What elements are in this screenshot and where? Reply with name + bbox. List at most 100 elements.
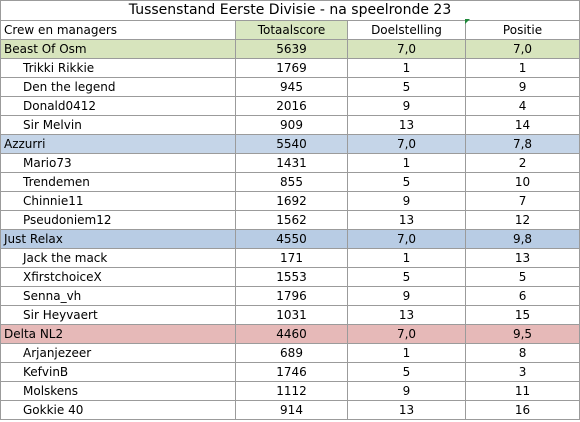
crew-position: 7,8: [464, 134, 580, 154]
crew-position: 9,8: [464, 229, 580, 249]
crew-row: Azzurri 5540 7,0 7,8: [0, 134, 580, 154]
manager-position: 8: [464, 343, 580, 363]
manager-row: Gokkie 40 914 13 16: [0, 400, 580, 420]
crew-total: 5540: [235, 134, 348, 154]
manager-name: Den the legend: [0, 77, 236, 97]
manager-position: 13: [464, 248, 580, 268]
manager-goal: 5: [347, 172, 466, 192]
crew-position: 7,0: [464, 39, 580, 59]
manager-name: Molskens: [0, 381, 236, 401]
manager-name: KefvinB: [0, 362, 236, 382]
manager-goal: 9: [347, 286, 466, 306]
manager-row: XfirstchoiceX 1553 5 5: [0, 267, 580, 287]
manager-goal: 1: [347, 248, 466, 268]
crew-goal: 7,0: [347, 134, 466, 154]
manager-total: 1562: [235, 210, 348, 230]
manager-row: Donald0412 2016 9 4: [0, 96, 580, 116]
column-header-goal: Doelstelling: [347, 20, 466, 40]
manager-goal: 13: [347, 400, 466, 420]
manager-name: Donald0412: [0, 96, 236, 116]
manager-row: Pseudoniem12 1562 13 12: [0, 210, 580, 230]
cell-comment-marker: [465, 19, 470, 24]
manager-total: 2016: [235, 96, 348, 116]
manager-goal: 1: [347, 343, 466, 363]
crew-total: 5639: [235, 39, 348, 59]
manager-goal: 1: [347, 153, 466, 173]
manager-position: 16: [464, 400, 580, 420]
manager-position: 11: [464, 381, 580, 401]
manager-row: KefvinB 1746 5 3: [0, 362, 580, 382]
manager-name: Sir Heyvaert: [0, 305, 236, 325]
crew-total: 4550: [235, 229, 348, 249]
manager-total: 1692: [235, 191, 348, 211]
crew-row: Delta NL2 4460 7,0 9,5: [0, 324, 580, 344]
manager-total: 1112: [235, 381, 348, 401]
crew-goal: 7,0: [347, 39, 466, 59]
manager-name: Sir Melvin: [0, 115, 236, 135]
header-row: Crew en managers Totaalscore Doelstellin…: [0, 20, 580, 40]
manager-total: 1746: [235, 362, 348, 382]
manager-row: Jack the mack 171 1 13: [0, 248, 580, 268]
manager-name: Trendemen: [0, 172, 236, 192]
manager-total: 1553: [235, 267, 348, 287]
crew-name: Beast Of Osm: [0, 39, 236, 59]
manager-position: 3: [464, 362, 580, 382]
manager-name: Trikki Rikkie: [0, 58, 236, 78]
manager-position: 1: [464, 58, 580, 78]
manager-position: 6: [464, 286, 580, 306]
manager-name: Jack the mack: [0, 248, 236, 268]
crew-row: Beast Of Osm 5639 7,0 7,0: [0, 39, 580, 59]
manager-total: 909: [235, 115, 348, 135]
manager-position: 2: [464, 153, 580, 173]
manager-total: 689: [235, 343, 348, 363]
manager-name: Gokkie 40: [0, 400, 236, 420]
manager-row: Arjanjezeer 689 1 8: [0, 343, 580, 363]
manager-row: Mario73 1431 1 2: [0, 153, 580, 173]
manager-goal: 13: [347, 210, 466, 230]
crew-name: Azzurri: [0, 134, 236, 154]
manager-row: Sir Melvin 909 13 14: [0, 115, 580, 135]
column-header-position: Positie: [464, 20, 580, 40]
manager-name: Senna_vh: [0, 286, 236, 306]
manager-position: 10: [464, 172, 580, 192]
manager-goal: 13: [347, 305, 466, 325]
manager-row: Molskens 1112 9 11: [0, 381, 580, 401]
manager-position: 9: [464, 77, 580, 97]
crew-total: 4460: [235, 324, 348, 344]
manager-name: XfirstchoiceX: [0, 267, 236, 287]
manager-goal: 13: [347, 115, 466, 135]
manager-goal: 1: [347, 58, 466, 78]
manager-goal: 5: [347, 362, 466, 382]
manager-row: Senna_vh 1796 9 6: [0, 286, 580, 306]
manager-total: 1796: [235, 286, 348, 306]
manager-goal: 9: [347, 191, 466, 211]
manager-position: 14: [464, 115, 580, 135]
manager-total: 1769: [235, 58, 348, 78]
manager-total: 171: [235, 248, 348, 268]
manager-total: 855: [235, 172, 348, 192]
manager-goal: 5: [347, 77, 466, 97]
crew-goal: 7,0: [347, 324, 466, 344]
manager-position: 4: [464, 96, 580, 116]
crew-position: 9,5: [464, 324, 580, 344]
manager-name: Pseudoniem12: [0, 210, 236, 230]
manager-goal: 9: [347, 381, 466, 401]
manager-total: 945: [235, 77, 348, 97]
page-title: Tussenstand Eerste Divisie - na speelron…: [0, 0, 580, 21]
manager-row: Den the legend 945 5 9: [0, 77, 580, 97]
manager-position: 15: [464, 305, 580, 325]
manager-row: Trikki Rikkie 1769 1 1: [0, 58, 580, 78]
manager-goal: 5: [347, 267, 466, 287]
column-header-total: Totaalscore: [235, 20, 348, 40]
manager-name: Mario73: [0, 153, 236, 173]
column-header-name: Crew en managers: [0, 20, 236, 40]
manager-position: 12: [464, 210, 580, 230]
manager-row: Sir Heyvaert 1031 13 15: [0, 305, 580, 325]
crew-name: Delta NL2: [0, 324, 236, 344]
crew-goal: 7,0: [347, 229, 466, 249]
manager-name: Arjanjezeer: [0, 343, 236, 363]
manager-total: 1431: [235, 153, 348, 173]
manager-row: Chinnie11 1692 9 7: [0, 191, 580, 211]
